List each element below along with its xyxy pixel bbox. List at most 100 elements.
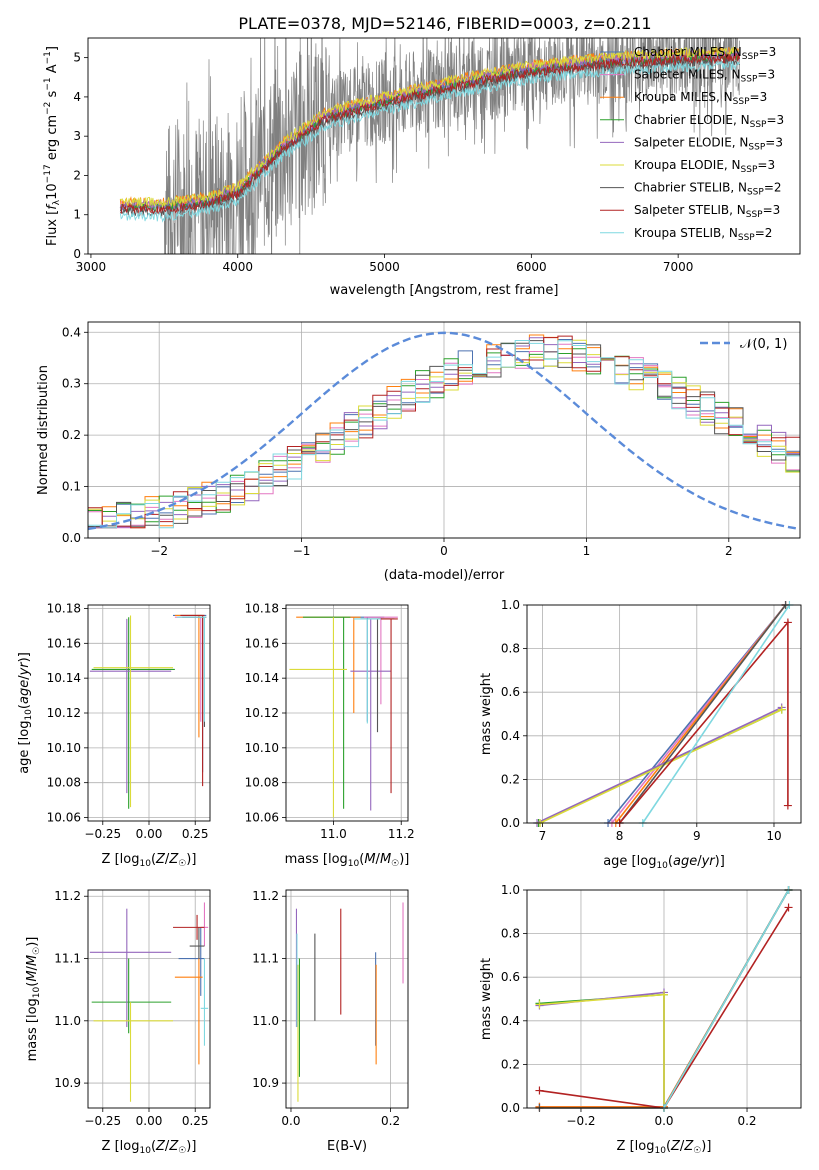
residual-histogram-salpeter-stelib	[88, 335, 800, 529]
y-tick-label: 0.2	[62, 428, 81, 442]
x-tick-label: 11.2	[388, 827, 415, 841]
legend-label: Chabrier MILES, NSSP=3	[634, 45, 776, 62]
residual-histogram-kroupa-stelib	[88, 340, 800, 529]
axes-age-vs-Z: −0.25 0.00 0.25 10.06 10.08 10.10 10.12 10.14 10…	[17, 601, 211, 869]
series-line-salpeter-elodie	[539, 991, 665, 1108]
y-tick-label: 10.06	[245, 811, 279, 825]
x-tick-label: −0.2	[566, 1114, 595, 1128]
y-tick-label: 10.08	[47, 776, 81, 790]
y-axis-label: mass weight	[479, 673, 494, 755]
model-spectrum-kroupa-elodie	[119, 46, 740, 208]
x-tick-label: 0.0	[281, 1114, 300, 1128]
x-axis-label: E(B-V)	[327, 1139, 367, 1154]
x-tick-label: 6000	[516, 260, 547, 274]
legend-label: Chabrier STELIB, NSSP=2	[634, 181, 782, 198]
y-tick-label: 0.0	[501, 816, 520, 830]
y-tick-label: 10.14	[245, 671, 279, 685]
legend-label: Kroupa STELIB, NSSP=2	[634, 226, 772, 243]
axes-massweight-vs-Z: −0.2 0.0 0.2 0.0 0.2 0.4 0.6 0.8 1.0 Z [log10(Z/Z…	[479, 883, 802, 1156]
x-tick-label: 0.00	[136, 827, 163, 841]
y-tick-label: 0.4	[501, 1014, 520, 1028]
residual-histogram-kroupa-elodie	[88, 339, 800, 522]
x-tick-label: 11.0	[320, 827, 347, 841]
plot-area	[89, 614, 207, 809]
y-tick-label: 0.3	[62, 377, 81, 391]
axes-frame	[87, 889, 211, 1109]
axes-frame	[87, 604, 211, 822]
y-tick-label: 1	[73, 208, 81, 222]
y-axis-label: Normed distribution	[36, 365, 51, 495]
series-marker	[784, 903, 793, 912]
axes-frame	[87, 321, 801, 539]
y-tick-label: 1.0	[501, 883, 520, 897]
series-marker	[535, 1086, 544, 1095]
series-line-kroupa-stelib	[663, 889, 790, 1109]
y-tick-label: 10.9	[252, 1076, 279, 1090]
legend-label: Chabrier ELODIE, NSSP=3	[634, 113, 784, 130]
y-tick-label: 0.4	[501, 729, 520, 743]
series-line-kroupa-stelib	[642, 604, 791, 824]
y-tick-label: 2	[73, 168, 81, 182]
plot-area	[119, 38, 740, 254]
legend-label: Kroupa ELODIE, NSSP=3	[634, 158, 775, 175]
x-tick-label: 2	[725, 544, 733, 558]
y-tick-label: 11.2	[252, 889, 279, 903]
x-tick-label: 10	[766, 829, 781, 843]
series-line-salpeter-elodie	[536, 706, 783, 824]
x-tick-label: 0.00	[136, 1114, 163, 1128]
x-tick-label: 0.25	[182, 827, 209, 841]
y-tick-label: 10.08	[245, 776, 279, 790]
x-axis-label: Z [log10(Z/Z☉)]	[102, 852, 197, 869]
x-tick-label: −1	[293, 544, 311, 558]
x-axis-label: Z [log10(Z/Z☉)]	[617, 1139, 712, 1156]
plot-area	[295, 902, 404, 1102]
x-tick-label: 0	[440, 544, 448, 558]
x-tick-label: 7000	[663, 260, 694, 274]
model-spectrum-salpeter-stelib	[119, 52, 740, 216]
y-axis-label: mass [log10(M/M☉)]	[25, 937, 42, 1062]
x-tick-label: 9	[693, 829, 701, 843]
x-tick-label: 5000	[369, 260, 400, 274]
x-tick-label: 7	[539, 829, 547, 843]
legend-label: Kroupa MILES, NSSP=3	[634, 90, 767, 107]
normal-curve	[88, 331, 800, 531]
x-tick-label: 0.25	[182, 1114, 209, 1128]
series-line-salpeter-stelib	[618, 620, 789, 824]
y-tick-label: 4	[73, 90, 81, 104]
legend-label: 𝒩(0, 1)	[740, 337, 787, 352]
x-tick-label: −0.25	[84, 1114, 121, 1128]
series-marker	[660, 990, 668, 999]
figure-title: PLATE=0378, MJD=52146, FIBERID=0003, z=0…	[238, 14, 651, 33]
y-axis-label: age [log10(age/yr)]	[17, 652, 34, 774]
y-tick-label: 3	[73, 129, 81, 143]
y-tick-label: 0.8	[501, 927, 520, 941]
y-tick-label: 0.2	[501, 1057, 520, 1071]
y-tick-label: 0.0	[62, 531, 81, 545]
y-tick-label: 10.14	[47, 671, 81, 685]
y-tick-label: 1.0	[501, 598, 520, 612]
y-tick-label: 10.9	[54, 1076, 81, 1090]
model-spectrum-kroupa-stelib	[119, 60, 740, 223]
y-tick-label: 11.2	[54, 889, 81, 903]
y-tick-label: 0.4	[62, 325, 81, 339]
y-axis-label: Flux [fλ10−17 erg cm−2 s−1 A−1]	[43, 46, 62, 246]
series-line-kroupa-elodie	[539, 993, 665, 1108]
axes-mass-vs-ebv: 0.0 0.2 10.9 11.0 11.1 11.2 E(B-V)	[252, 889, 409, 1154]
y-tick-label: 11.0	[54, 1014, 81, 1028]
y-tick-label: 10.18	[47, 601, 81, 615]
x-tick-label: 1	[583, 544, 591, 558]
model-spectrum-salpeter-elodie	[119, 48, 740, 210]
y-tick-label: 0	[73, 247, 81, 261]
axes-frame	[285, 604, 409, 822]
x-axis-label: Z [log10(Z/Z☉)]	[102, 1139, 197, 1156]
y-tick-label: 0.1	[62, 480, 81, 494]
legend-label: Salpeter STELIB, NSSP=3	[634, 203, 780, 220]
y-tick-label: 10.06	[47, 811, 81, 825]
x-tick-label: 0.0	[654, 1114, 673, 1128]
x-tick-label: 8	[616, 829, 624, 843]
series-marker	[783, 801, 792, 810]
x-tick-label: 3000	[76, 260, 107, 274]
axes-frame	[87, 37, 801, 255]
axes-frame	[526, 604, 802, 824]
series-marker	[783, 618, 792, 627]
